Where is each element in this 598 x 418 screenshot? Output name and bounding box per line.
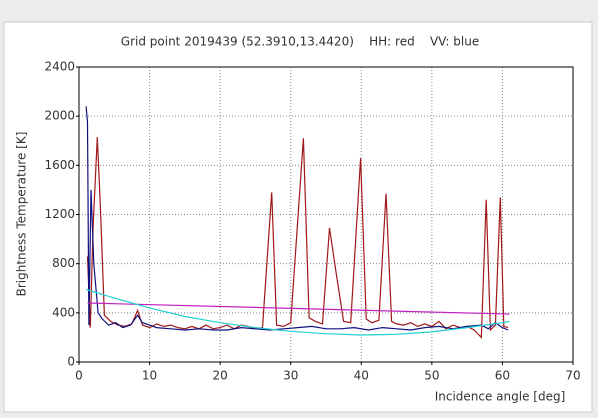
x-axis-label: Incidence angle [deg] — [435, 390, 566, 404]
series-line — [87, 302, 510, 315]
x-tick-label: 10 — [142, 369, 157, 383]
y-axis-label: Brightness Temperature [K] — [15, 132, 29, 297]
x-tick-label: 40 — [354, 369, 369, 383]
x-tick-label: 50 — [424, 369, 439, 383]
y-tick-label: 1200 — [44, 207, 75, 221]
y-tick-label: 800 — [52, 256, 75, 270]
x-tick-label: 20 — [213, 369, 228, 383]
y-tick-label: 2000 — [44, 109, 75, 123]
plot-frame — [78, 66, 574, 363]
x-tick-label: 70 — [565, 369, 580, 383]
chart-title: Grid point 2019439 (52.3910,13.4420) HH:… — [121, 35, 479, 49]
y-tick-label: 1600 — [44, 158, 75, 172]
x-tick-label: 30 — [283, 369, 298, 383]
series-line — [85, 106, 509, 331]
series-line — [85, 288, 510, 336]
y-tick-label: 2400 — [44, 60, 75, 74]
x-tick-label: 60 — [495, 369, 510, 383]
x-tick-label: 0 — [75, 369, 83, 383]
y-tick-label: 0 — [67, 355, 75, 369]
y-tick-label: 400 — [52, 305, 75, 319]
